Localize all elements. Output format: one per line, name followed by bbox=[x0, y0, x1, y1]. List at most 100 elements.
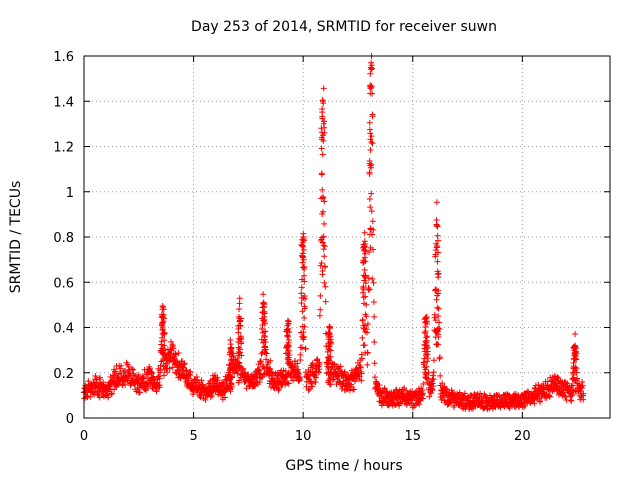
data-point bbox=[422, 329, 429, 336]
data-point bbox=[100, 393, 107, 400]
data-point bbox=[579, 382, 586, 389]
data-point bbox=[537, 398, 544, 405]
data-point bbox=[300, 264, 307, 271]
data-point bbox=[433, 199, 440, 206]
data-point bbox=[361, 254, 368, 261]
data-point bbox=[570, 388, 577, 395]
y-tick-label: 0.8 bbox=[53, 231, 74, 246]
data-point bbox=[436, 354, 443, 361]
data-point bbox=[145, 383, 152, 390]
data-point bbox=[573, 356, 580, 363]
data-point bbox=[276, 385, 283, 392]
data-point bbox=[424, 379, 431, 386]
data-point bbox=[318, 260, 325, 266]
data-point bbox=[296, 374, 303, 381]
data-point bbox=[318, 236, 325, 243]
data-point bbox=[416, 397, 423, 404]
data-point bbox=[430, 357, 437, 364]
data-point bbox=[295, 366, 302, 373]
x-axis-label: GPS time / hours bbox=[285, 458, 402, 474]
data-point bbox=[434, 304, 441, 311]
data-point bbox=[337, 363, 344, 370]
data-point bbox=[433, 296, 440, 303]
data-point bbox=[202, 396, 209, 403]
data-point bbox=[361, 322, 368, 329]
data-point bbox=[368, 59, 375, 66]
data-point bbox=[105, 394, 112, 401]
data-point bbox=[434, 223, 441, 230]
data-point bbox=[298, 299, 305, 306]
data-point bbox=[371, 374, 378, 381]
data-point bbox=[299, 323, 306, 330]
data-point bbox=[567, 397, 574, 404]
data-point bbox=[301, 263, 308, 270]
data-point bbox=[434, 268, 441, 275]
data-point bbox=[362, 273, 369, 280]
data-point bbox=[430, 382, 437, 389]
data-point bbox=[351, 386, 358, 393]
data-point bbox=[214, 377, 221, 384]
data-point bbox=[320, 120, 327, 127]
data-point bbox=[366, 195, 373, 202]
data-point bbox=[284, 380, 291, 387]
data-point bbox=[369, 140, 376, 147]
data-point bbox=[314, 356, 321, 363]
data-point bbox=[327, 347, 334, 354]
data-point bbox=[236, 306, 243, 313]
data-point bbox=[580, 396, 587, 403]
data-point bbox=[285, 343, 292, 350]
data-point bbox=[443, 385, 450, 392]
data-point bbox=[158, 338, 165, 345]
data-point bbox=[369, 111, 376, 118]
data-point bbox=[93, 379, 100, 386]
data-point bbox=[319, 271, 326, 278]
data-point bbox=[256, 366, 263, 373]
data-point bbox=[319, 239, 326, 246]
data-point bbox=[424, 358, 431, 365]
data-point bbox=[360, 300, 367, 307]
data-point bbox=[261, 370, 268, 377]
data-point bbox=[326, 370, 333, 377]
plot-frame bbox=[83, 55, 611, 419]
data-point bbox=[285, 350, 292, 357]
data-point bbox=[326, 324, 333, 331]
data-point bbox=[118, 362, 125, 369]
data-point bbox=[423, 374, 430, 381]
data-point bbox=[242, 370, 249, 377]
data-point bbox=[366, 170, 373, 177]
data-point bbox=[325, 379, 332, 386]
data-point bbox=[529, 391, 536, 398]
data-point bbox=[292, 363, 299, 370]
data-point bbox=[262, 349, 269, 356]
data-point bbox=[309, 383, 316, 390]
data-point bbox=[227, 386, 234, 393]
data-point bbox=[221, 388, 228, 395]
data-point bbox=[368, 190, 375, 197]
data-point bbox=[167, 338, 174, 345]
data-point bbox=[362, 293, 369, 300]
data-point bbox=[419, 387, 426, 394]
data-point bbox=[319, 193, 326, 200]
data-point bbox=[222, 394, 229, 401]
data-point bbox=[546, 393, 553, 400]
data-point bbox=[298, 284, 305, 291]
data-point bbox=[554, 374, 561, 381]
data-point bbox=[194, 376, 201, 383]
data-point bbox=[220, 380, 227, 387]
data-point bbox=[431, 311, 438, 318]
data-point bbox=[422, 352, 429, 359]
data-point bbox=[154, 376, 161, 383]
data-point bbox=[268, 369, 275, 376]
data-point bbox=[166, 365, 173, 372]
data-point bbox=[173, 370, 180, 377]
data-point bbox=[159, 321, 166, 328]
data-point bbox=[376, 382, 383, 389]
data-point bbox=[370, 279, 377, 286]
data-point bbox=[256, 375, 263, 382]
data-point bbox=[253, 373, 260, 380]
data-point bbox=[367, 136, 374, 143]
data-point bbox=[325, 364, 332, 371]
data-point bbox=[259, 363, 266, 370]
data-point bbox=[432, 251, 439, 258]
